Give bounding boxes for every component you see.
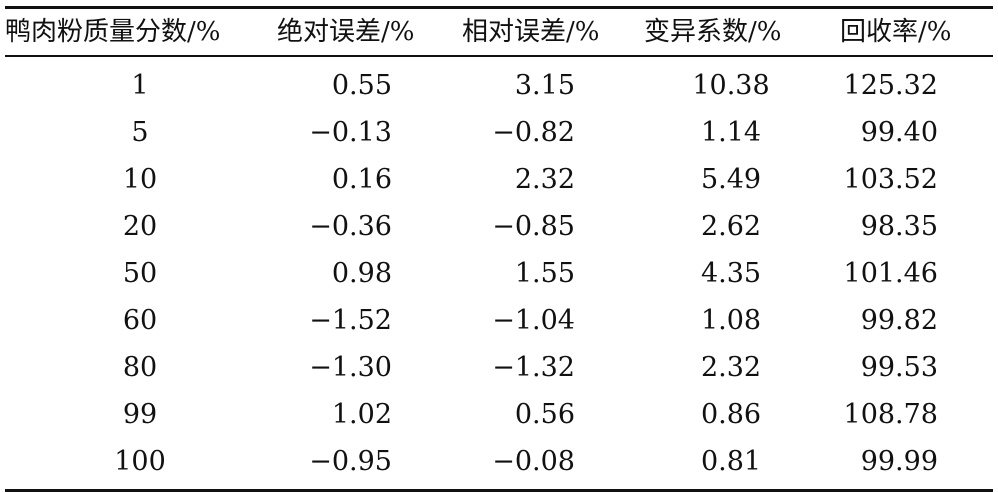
table-row: 50 0.98 1.55 4.35 101.46 bbox=[5, 250, 993, 297]
table-cell: 100 bbox=[114, 446, 166, 477]
table-body: 1 0.55 3.15 10.38 125.32 5 −0.13 −0.82 1.14 99.40… bbox=[5, 57, 993, 489]
table-cell: 99.40 bbox=[860, 117, 938, 148]
table-cell: 103.52 bbox=[843, 164, 938, 195]
table-cell: −1.32 bbox=[492, 352, 575, 383]
table-cell: 3.15 bbox=[514, 70, 575, 101]
table-row: 5 −0.13 −0.82 1.14 99.40 bbox=[5, 109, 993, 156]
table-cell: 1.02 bbox=[331, 399, 392, 430]
table-cell: 0.55 bbox=[331, 70, 392, 101]
column-header: 变异系数/% bbox=[644, 17, 782, 47]
column-header: 回收率/% bbox=[840, 17, 952, 47]
table-cell: −1.04 bbox=[492, 305, 575, 336]
table-cell: 60 bbox=[122, 305, 158, 336]
table-cell: 0.98 bbox=[331, 258, 392, 289]
table-cell: 5 bbox=[131, 117, 149, 148]
table-cell: −1.52 bbox=[309, 305, 392, 336]
table-cell: 0.16 bbox=[331, 164, 392, 195]
table-cell: −0.95 bbox=[309, 446, 392, 477]
table-cell: −0.82 bbox=[492, 117, 575, 148]
table-cell: 2.32 bbox=[700, 352, 762, 383]
table-cell: 20 bbox=[122, 211, 158, 242]
table-cell: 2.62 bbox=[700, 211, 762, 242]
table-cell: 0.56 bbox=[514, 399, 575, 430]
table-cell: 125.32 bbox=[843, 70, 938, 101]
table-cell: −0.08 bbox=[492, 446, 575, 477]
table-row: 99 1.02 0.56 0.86 108.78 bbox=[5, 391, 993, 438]
table-cell: −1.30 bbox=[309, 352, 392, 383]
table-row: 10 0.16 2.32 5.49 103.52 bbox=[5, 156, 993, 203]
table-cell: 10 bbox=[122, 164, 158, 195]
table-cell: 1.08 bbox=[700, 305, 762, 336]
table-cell: 80 bbox=[122, 352, 158, 383]
table-cell: 101.46 bbox=[843, 258, 938, 289]
table-row: 20 −0.36 −0.85 2.62 98.35 bbox=[5, 203, 993, 250]
table-cell: 4.35 bbox=[700, 258, 762, 289]
table-cell: 99.99 bbox=[860, 446, 938, 477]
column-header: 鸭肉粉质量分数/% bbox=[5, 17, 221, 47]
table-cell: 1.14 bbox=[700, 117, 762, 148]
table-row: 1 0.55 3.15 10.38 125.32 bbox=[5, 62, 993, 109]
table-cell: 5.49 bbox=[700, 164, 762, 195]
column-header: 相对误差/% bbox=[462, 17, 600, 47]
table-cell: −0.36 bbox=[309, 211, 392, 242]
table-cell: 1 bbox=[131, 70, 149, 101]
table-cell: 99.53 bbox=[860, 352, 938, 383]
table-row: 80 −1.30 −1.32 2.32 99.53 bbox=[5, 344, 993, 391]
table-cell: 50 bbox=[122, 258, 158, 289]
table-cell: 0.86 bbox=[700, 399, 762, 430]
table-cell: 99.82 bbox=[860, 305, 938, 336]
table-cell: 99 bbox=[122, 399, 158, 430]
data-table: 鸭肉粉质量分数/% 绝对误差/% 相对误差/% 变异系数/% 回收率/% 1 0.55 3.… bbox=[5, 6, 993, 492]
table-cell: 0.81 bbox=[700, 446, 762, 477]
table-cell: 10.38 bbox=[692, 70, 770, 101]
table-cell: −0.13 bbox=[309, 117, 392, 148]
table-cell: 98.35 bbox=[860, 211, 938, 242]
table-cell: −0.85 bbox=[492, 211, 575, 242]
table-top-rule bbox=[5, 6, 993, 9]
table-header-row: 鸭肉粉质量分数/% 绝对误差/% 相对误差/% 变异系数/% 回收率/% bbox=[5, 9, 993, 55]
table-cell: 108.78 bbox=[843, 399, 938, 430]
table-cell: 2.32 bbox=[514, 164, 575, 195]
table-row: 100 −0.95 −0.08 0.81 99.99 bbox=[5, 438, 993, 485]
table-cell: 1.55 bbox=[514, 258, 575, 289]
table-row: 60 −1.52 −1.04 1.08 99.82 bbox=[5, 297, 993, 344]
table-header-rule bbox=[5, 55, 993, 57]
column-header: 绝对误差/% bbox=[277, 17, 415, 47]
